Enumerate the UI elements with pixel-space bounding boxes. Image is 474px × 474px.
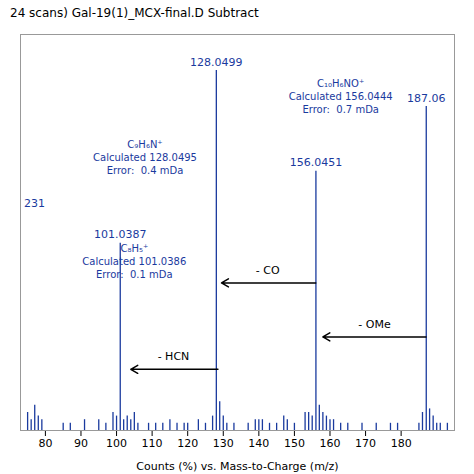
svg-text:160: 160: [319, 437, 340, 450]
svg-text:120: 120: [177, 437, 198, 450]
svg-text:100: 100: [106, 437, 127, 450]
svg-text:128.0499: 128.0499: [190, 56, 243, 69]
svg-text:C₉H₆N⁺Calculated 128.0495Error: C₉H₆N⁺Calculated 128.0495Error: 0.4 mDa: [93, 139, 197, 176]
svg-text:- CO: - CO: [256, 264, 280, 277]
svg-text:150: 150: [284, 437, 305, 450]
svg-text:156.0451: 156.0451: [290, 156, 343, 169]
svg-text:- OMe: - OMe: [358, 318, 391, 331]
svg-text:110: 110: [142, 437, 163, 450]
svg-text:Counts (%) vs. Mass-to-Charge: Counts (%) vs. Mass-to-Charge (m/z): [136, 460, 338, 473]
html-text:24 scans) Gal-19(1)_MCX-final.: 24 scans) Gal-19(1)_MCX-final.D Subtract: [10, 6, 259, 20]
svg-text:101.0387: 101.0387: [94, 228, 147, 241]
svg-text:80: 80: [38, 437, 52, 450]
svg-text:C₈H₅⁺Calculated 101.0386Error:: C₈H₅⁺Calculated 101.0386Error: 0.1 mDa: [82, 243, 186, 280]
svg-text:187.06: 187.06: [407, 92, 446, 105]
svg-text:130: 130: [213, 437, 234, 450]
svg-text:231: 231: [24, 197, 45, 210]
svg-text:170: 170: [355, 437, 376, 450]
svg-text:- HCN: - HCN: [158, 350, 190, 363]
svg-text:90: 90: [74, 437, 88, 450]
svg-text:180: 180: [391, 437, 412, 450]
svg-text:140: 140: [248, 437, 269, 450]
svg-text:C₁₀H₆NO⁺Calculated 156.0444Err: C₁₀H₆NO⁺Calculated 156.0444Error: 0.7 mD…: [289, 78, 393, 115]
